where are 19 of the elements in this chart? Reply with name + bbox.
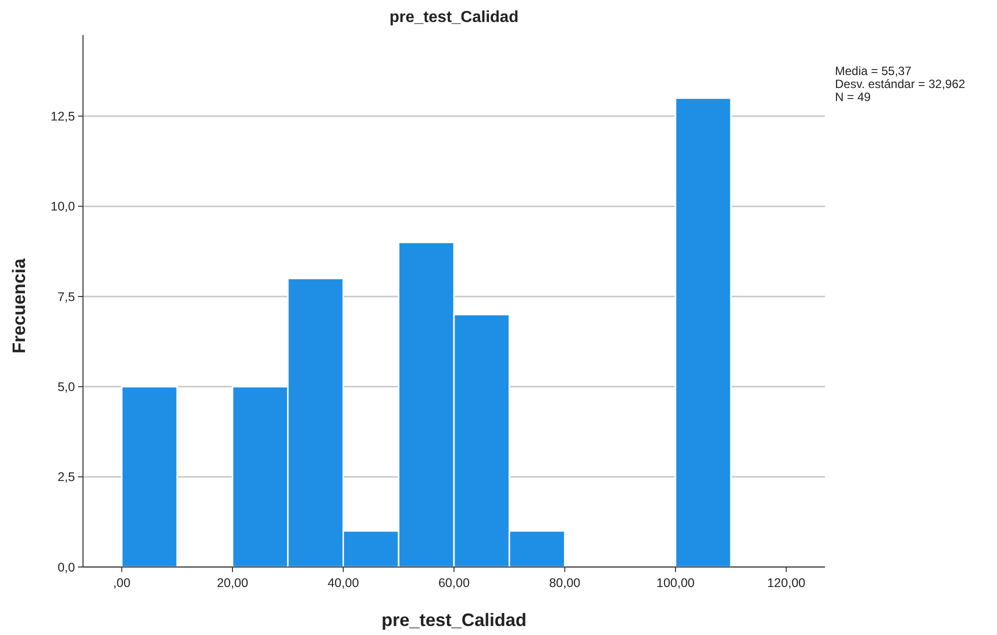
y-tick-label: 5,0 <box>58 380 76 394</box>
y-tick-label: 0,0 <box>58 560 76 574</box>
text: Desv. estándar = 32,962 <box>835 77 966 91</box>
y-tick-label: 12,5 <box>50 110 76 124</box>
chart-title: pre_test_Calidad <box>390 9 518 26</box>
y-tick-label: 10,0 <box>50 200 76 214</box>
x-tick-label: 80,00 <box>549 576 580 590</box>
x-tick-label: 60,00 <box>438 576 470 590</box>
y-tick-label: 2,5 <box>58 470 76 484</box>
x-tick-label: 20,00 <box>216 576 248 590</box>
text: Media = 55,37 <box>835 64 912 78</box>
x-axis-title: pre_test_Calidad <box>381 610 527 630</box>
x-tick-label: ,00 <box>113 576 130 590</box>
text: N = 49 <box>835 90 872 104</box>
x-tick-label: 120,00 <box>767 576 806 590</box>
y-tick-label: 7,5 <box>58 290 76 304</box>
x-tick-label: 40,00 <box>328 576 359 590</box>
y-axis-title: Frecuencia <box>9 257 29 354</box>
x-tick-label: 100,00 <box>656 576 695 590</box>
